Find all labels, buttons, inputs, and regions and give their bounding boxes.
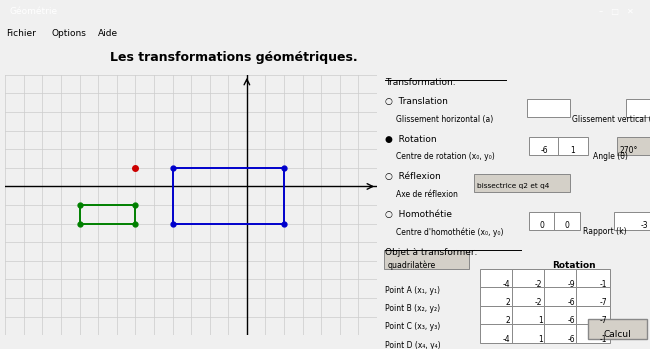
Text: -2: -2 bbox=[535, 280, 543, 289]
Text: -7: -7 bbox=[600, 298, 607, 307]
FancyBboxPatch shape bbox=[529, 212, 555, 230]
FancyBboxPatch shape bbox=[614, 212, 650, 230]
FancyBboxPatch shape bbox=[480, 324, 513, 343]
Text: Objet à transformer:: Objet à transformer: bbox=[385, 248, 478, 257]
FancyBboxPatch shape bbox=[384, 250, 469, 269]
Text: Aide: Aide bbox=[98, 29, 118, 38]
FancyBboxPatch shape bbox=[577, 269, 610, 288]
Text: 0: 0 bbox=[540, 221, 545, 230]
Text: Glissement vertical (b): Glissement vertical (b) bbox=[572, 115, 650, 124]
Text: 0: 0 bbox=[565, 221, 569, 230]
Text: -3: -3 bbox=[640, 221, 648, 230]
Text: Les transformations géométriques.: Les transformations géométriques. bbox=[111, 51, 358, 64]
Text: 2: 2 bbox=[506, 298, 510, 307]
Text: ○  Homothétie: ○ Homothétie bbox=[385, 210, 452, 219]
Text: -6: -6 bbox=[567, 317, 575, 326]
Text: Angle (θ): Angle (θ) bbox=[593, 152, 628, 161]
FancyBboxPatch shape bbox=[626, 99, 650, 117]
FancyBboxPatch shape bbox=[544, 324, 577, 343]
FancyBboxPatch shape bbox=[480, 305, 513, 325]
FancyBboxPatch shape bbox=[474, 174, 569, 192]
FancyBboxPatch shape bbox=[544, 305, 577, 325]
FancyBboxPatch shape bbox=[480, 287, 513, 306]
Text: Rotation: Rotation bbox=[552, 261, 595, 270]
Text: -6: -6 bbox=[567, 335, 575, 344]
Text: quadrilatère: quadrilatère bbox=[388, 261, 436, 270]
FancyBboxPatch shape bbox=[588, 319, 647, 339]
Text: -6: -6 bbox=[567, 298, 575, 307]
Text: Options: Options bbox=[52, 29, 87, 38]
Text: Géométrie: Géométrie bbox=[10, 7, 58, 16]
Text: Centre de rotation (x₀, y₀): Centre de rotation (x₀, y₀) bbox=[396, 152, 495, 161]
FancyBboxPatch shape bbox=[618, 137, 650, 155]
FancyBboxPatch shape bbox=[529, 137, 559, 155]
Text: -9: -9 bbox=[567, 280, 575, 289]
Text: 1: 1 bbox=[571, 146, 575, 155]
FancyBboxPatch shape bbox=[512, 305, 545, 325]
Text: -2: -2 bbox=[535, 298, 543, 307]
Text: ○  Translation: ○ Translation bbox=[385, 97, 448, 106]
Text: Point C (x₃, y₃): Point C (x₃, y₃) bbox=[385, 322, 441, 331]
Text: -4: -4 bbox=[502, 335, 510, 344]
Text: -1: -1 bbox=[600, 335, 607, 344]
Text: ○  Réflexion: ○ Réflexion bbox=[385, 172, 441, 181]
Text: Point A (x₁, y₁): Point A (x₁, y₁) bbox=[385, 286, 441, 295]
Text: 270°: 270° bbox=[620, 146, 638, 155]
Text: -6: -6 bbox=[541, 146, 549, 155]
FancyBboxPatch shape bbox=[480, 269, 513, 288]
Text: -1: -1 bbox=[600, 280, 607, 289]
FancyBboxPatch shape bbox=[512, 324, 545, 343]
Text: 1: 1 bbox=[538, 317, 543, 326]
FancyBboxPatch shape bbox=[577, 324, 610, 343]
Text: Rapport (k): Rapport (k) bbox=[583, 227, 627, 236]
Text: -7: -7 bbox=[600, 317, 607, 326]
FancyBboxPatch shape bbox=[554, 212, 580, 230]
Text: -4: -4 bbox=[502, 280, 510, 289]
FancyBboxPatch shape bbox=[526, 99, 569, 117]
Text: Centre d'homothétie (x₀, y₀): Centre d'homothétie (x₀, y₀) bbox=[396, 227, 503, 237]
FancyBboxPatch shape bbox=[577, 287, 610, 306]
FancyBboxPatch shape bbox=[577, 305, 610, 325]
Text: Transformation:: Transformation: bbox=[385, 78, 456, 87]
FancyBboxPatch shape bbox=[512, 287, 545, 306]
Text: 1: 1 bbox=[538, 335, 543, 344]
Text: Calcul: Calcul bbox=[604, 330, 631, 339]
FancyBboxPatch shape bbox=[544, 269, 577, 288]
FancyBboxPatch shape bbox=[512, 269, 545, 288]
Text: ●  Rotation: ● Rotation bbox=[385, 135, 437, 144]
Text: Point B (x₂, y₂): Point B (x₂, y₂) bbox=[385, 304, 441, 313]
Text: –   □   ✕: – □ ✕ bbox=[599, 7, 634, 16]
Text: bissectrice q2 et q4: bissectrice q2 et q4 bbox=[477, 183, 549, 189]
FancyBboxPatch shape bbox=[558, 137, 588, 155]
Text: 2: 2 bbox=[506, 317, 510, 326]
Text: Point D (x₄, y₄): Point D (x₄, y₄) bbox=[385, 341, 441, 349]
Text: Glissement horizontal (a): Glissement horizontal (a) bbox=[396, 115, 493, 124]
FancyBboxPatch shape bbox=[544, 287, 577, 306]
Text: Axe de réflexion: Axe de réflexion bbox=[396, 190, 458, 199]
Text: Fichier: Fichier bbox=[6, 29, 36, 38]
